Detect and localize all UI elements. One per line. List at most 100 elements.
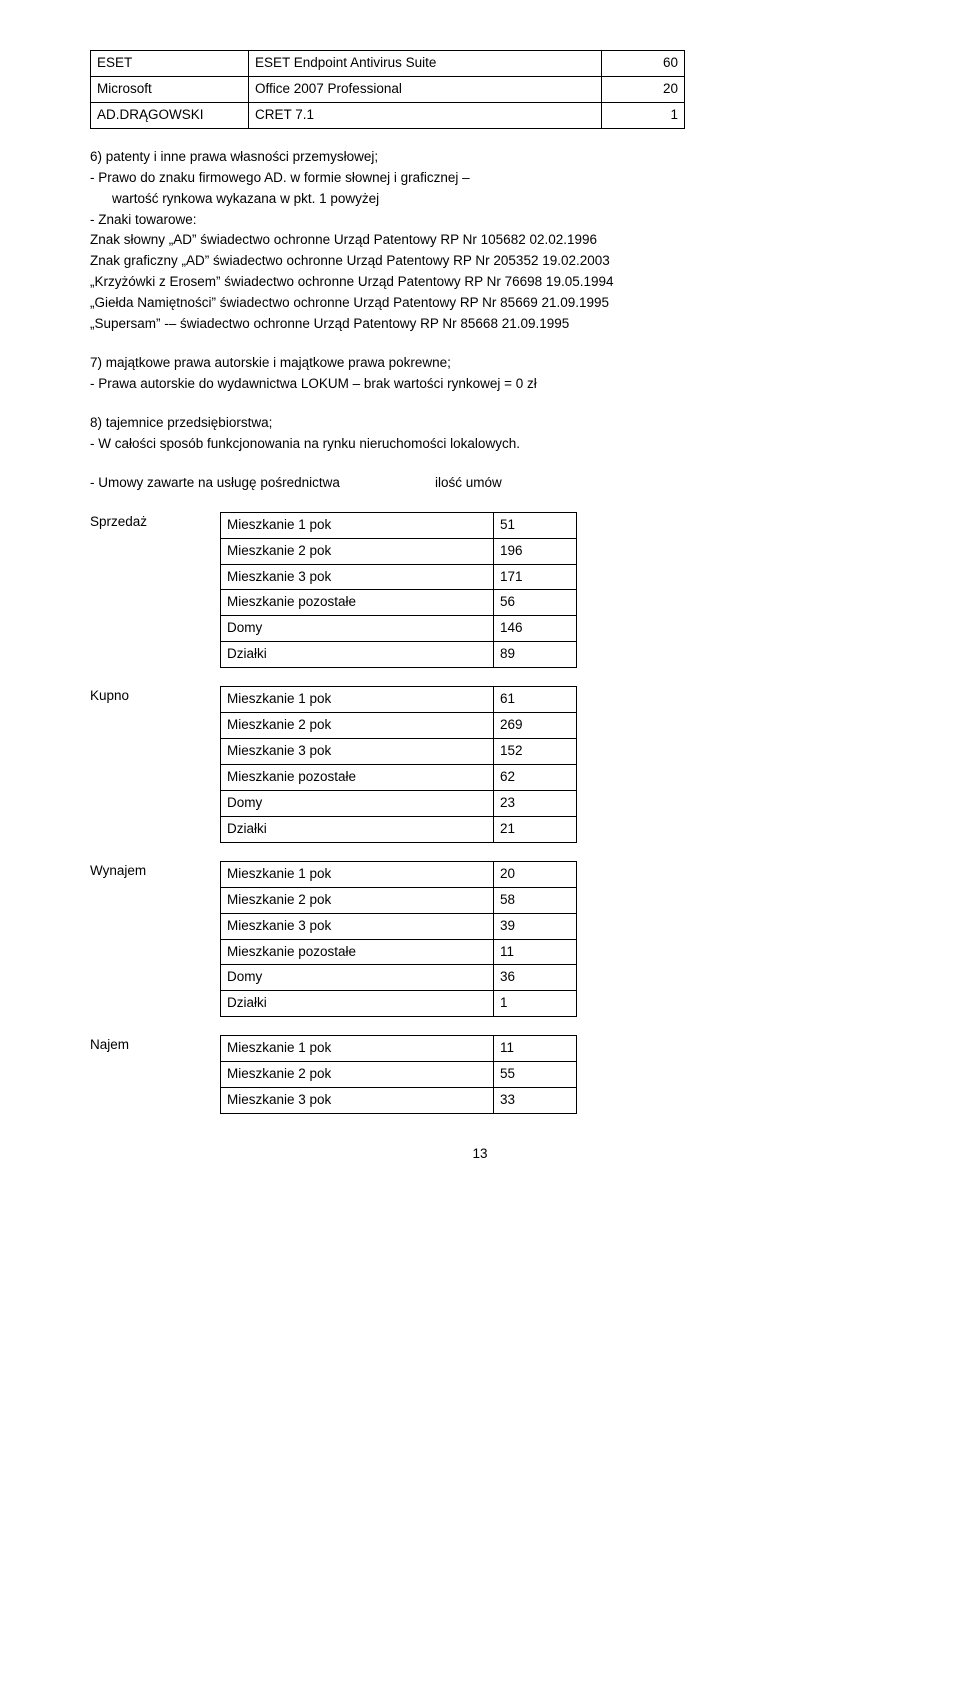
cell-product: ESET Endpoint Antivirus Suite <box>249 51 602 77</box>
cell-count: 58 <box>494 887 577 913</box>
contracts-header: - Umowy zawarte na usługę pośrednictwa i… <box>90 473 870 494</box>
cell-count: 60 <box>602 51 685 77</box>
section-6: 6) patenty i inne prawa własności przemy… <box>90 147 870 335</box>
table-row: Mieszkanie 2 pok269 <box>221 713 577 739</box>
cell-type: Mieszkanie 3 pok <box>221 739 494 765</box>
trademark-4: „Giełda Namiętności” świadectwo ochronne… <box>90 293 870 314</box>
trademark-1: Znak słowny „AD” świadectwo ochronne Urz… <box>90 230 870 251</box>
cell-type: Mieszkanie 2 pok <box>221 1062 494 1088</box>
section-7-line1: - Prawa autorskie do wydawnictwa LOKUM –… <box>90 374 870 395</box>
section-6-line2: wartość rynkowa wykazana w pkt. 1 powyże… <box>90 189 870 210</box>
page-number: 13 <box>90 1144 870 1165</box>
cell-type: Mieszkanie 3 pok <box>221 1088 494 1114</box>
cell-vendor: Microsoft <box>91 76 249 102</box>
cell-type: Domy <box>221 790 494 816</box>
table-row: Domy36 <box>221 965 577 991</box>
cell-type: Domy <box>221 965 494 991</box>
cell-count: 36 <box>494 965 577 991</box>
table-row: ESETESET Endpoint Antivirus Suite60 <box>91 51 685 77</box>
table-row: Mieszkanie 3 pok39 <box>221 913 577 939</box>
cell-product: Office 2007 Professional <box>249 76 602 102</box>
cell-count: 89 <box>494 642 577 668</box>
cell-count: 33 <box>494 1088 577 1114</box>
cell-vendor: AD.DRĄGOWSKI <box>91 102 249 128</box>
table-row: Mieszkanie 3 pok33 <box>221 1088 577 1114</box>
cell-count: 20 <box>494 861 577 887</box>
cell-type: Mieszkanie 1 pok <box>221 512 494 538</box>
cell-type: Działki <box>221 816 494 842</box>
contracts-group: NajemMieszkanie 1 pok11Mieszkanie 2 pok5… <box>90 1035 870 1114</box>
cell-count: 196 <box>494 538 577 564</box>
trademark-5: „Supersam” -– świadectwo ochronne Urząd … <box>90 314 870 335</box>
trademark-3: „Krzyżówki z Erosem” świadectwo ochronne… <box>90 272 870 293</box>
cell-count: 1 <box>602 102 685 128</box>
cell-type: Mieszkanie 3 pok <box>221 913 494 939</box>
contracts-group: WynajemMieszkanie 1 pok20Mieszkanie 2 po… <box>90 861 870 1018</box>
cell-type: Mieszkanie 1 pok <box>221 687 494 713</box>
table-row: Działki89 <box>221 642 577 668</box>
cell-count: 146 <box>494 616 577 642</box>
cell-count: 39 <box>494 913 577 939</box>
table-row: Mieszkanie 1 pok11 <box>221 1036 577 1062</box>
contracts-group: SprzedażMieszkanie 1 pok51Mieszkanie 2 p… <box>90 512 870 669</box>
table-row: Mieszkanie 2 pok58 <box>221 887 577 913</box>
group-label: Kupno <box>90 686 220 707</box>
cell-type: Mieszkanie 1 pok <box>221 861 494 887</box>
section-6-line1: - Prawo do znaku firmowego AD. w formie … <box>90 168 870 189</box>
section-7-heading: 7) majątkowe prawa autorskie i majątkowe… <box>90 353 870 374</box>
group-table: Mieszkanie 1 pok51Mieszkanie 2 pok196Mie… <box>220 512 577 669</box>
table-row: Mieszkanie 2 pok55 <box>221 1062 577 1088</box>
table-row: Mieszkanie 1 pok61 <box>221 687 577 713</box>
table-row: Mieszkanie 3 pok152 <box>221 739 577 765</box>
table-row: Mieszkanie pozostałe56 <box>221 590 577 616</box>
group-label: Najem <box>90 1035 220 1056</box>
cell-count: 20 <box>602 76 685 102</box>
contracts-group: KupnoMieszkanie 1 pok61Mieszkanie 2 pok2… <box>90 686 870 843</box>
section-8-line1: - W całości sposób funkcjonowania na ryn… <box>90 434 870 455</box>
table-row: Mieszkanie pozostałe62 <box>221 764 577 790</box>
group-table: Mieszkanie 1 pok61Mieszkanie 2 pok269Mie… <box>220 686 577 843</box>
group-table: Mieszkanie 1 pok11Mieszkanie 2 pok55Mies… <box>220 1035 577 1114</box>
cell-count: 55 <box>494 1062 577 1088</box>
cell-vendor: ESET <box>91 51 249 77</box>
group-label: Sprzedaż <box>90 512 220 533</box>
cell-count: 11 <box>494 939 577 965</box>
cell-count: 61 <box>494 687 577 713</box>
cell-type: Mieszkanie 2 pok <box>221 887 494 913</box>
table-row: MicrosoftOffice 2007 Professional20 <box>91 76 685 102</box>
table-row: Mieszkanie 1 pok20 <box>221 861 577 887</box>
group-label: Wynajem <box>90 861 220 882</box>
cell-count: 171 <box>494 564 577 590</box>
table-row: Domy146 <box>221 616 577 642</box>
software-table: ESETESET Endpoint Antivirus Suite60Micro… <box>90 50 685 129</box>
cell-type: Mieszkanie 3 pok <box>221 564 494 590</box>
cell-count: 11 <box>494 1036 577 1062</box>
table-row: Działki21 <box>221 816 577 842</box>
cell-count: 21 <box>494 816 577 842</box>
table-row: Mieszkanie 1 pok51 <box>221 512 577 538</box>
cell-type: Mieszkanie 1 pok <box>221 1036 494 1062</box>
group-table: Mieszkanie 1 pok20Mieszkanie 2 pok58Mies… <box>220 861 577 1018</box>
section-7: 7) majątkowe prawa autorskie i majątkowe… <box>90 353 870 395</box>
cell-count: 152 <box>494 739 577 765</box>
cell-count: 1 <box>494 991 577 1017</box>
cell-count: 56 <box>494 590 577 616</box>
table-row: Mieszkanie 2 pok196 <box>221 538 577 564</box>
cell-type: Mieszkanie pozostałe <box>221 939 494 965</box>
table-row: Mieszkanie 3 pok171 <box>221 564 577 590</box>
section-6-line3: - Znaki towarowe: <box>90 210 870 231</box>
cell-type: Działki <box>221 642 494 668</box>
section-8: 8) tajemnice przedsiębiorstwa; - W całoś… <box>90 413 870 455</box>
contracts-header-col2: ilość umów <box>435 473 502 494</box>
cell-product: CRET 7.1 <box>249 102 602 128</box>
cell-type: Mieszkanie pozostałe <box>221 590 494 616</box>
cell-count: 269 <box>494 713 577 739</box>
contracts-header-label: - Umowy zawarte na usługę pośrednictwa <box>90 473 435 494</box>
section-8-heading: 8) tajemnice przedsiębiorstwa; <box>90 413 870 434</box>
cell-count: 51 <box>494 512 577 538</box>
cell-count: 62 <box>494 764 577 790</box>
contracts-groups: SprzedażMieszkanie 1 pok51Mieszkanie 2 p… <box>90 512 870 1114</box>
cell-type: Mieszkanie 2 pok <box>221 713 494 739</box>
cell-type: Domy <box>221 616 494 642</box>
section-6-heading: 6) patenty i inne prawa własności przemy… <box>90 147 870 168</box>
